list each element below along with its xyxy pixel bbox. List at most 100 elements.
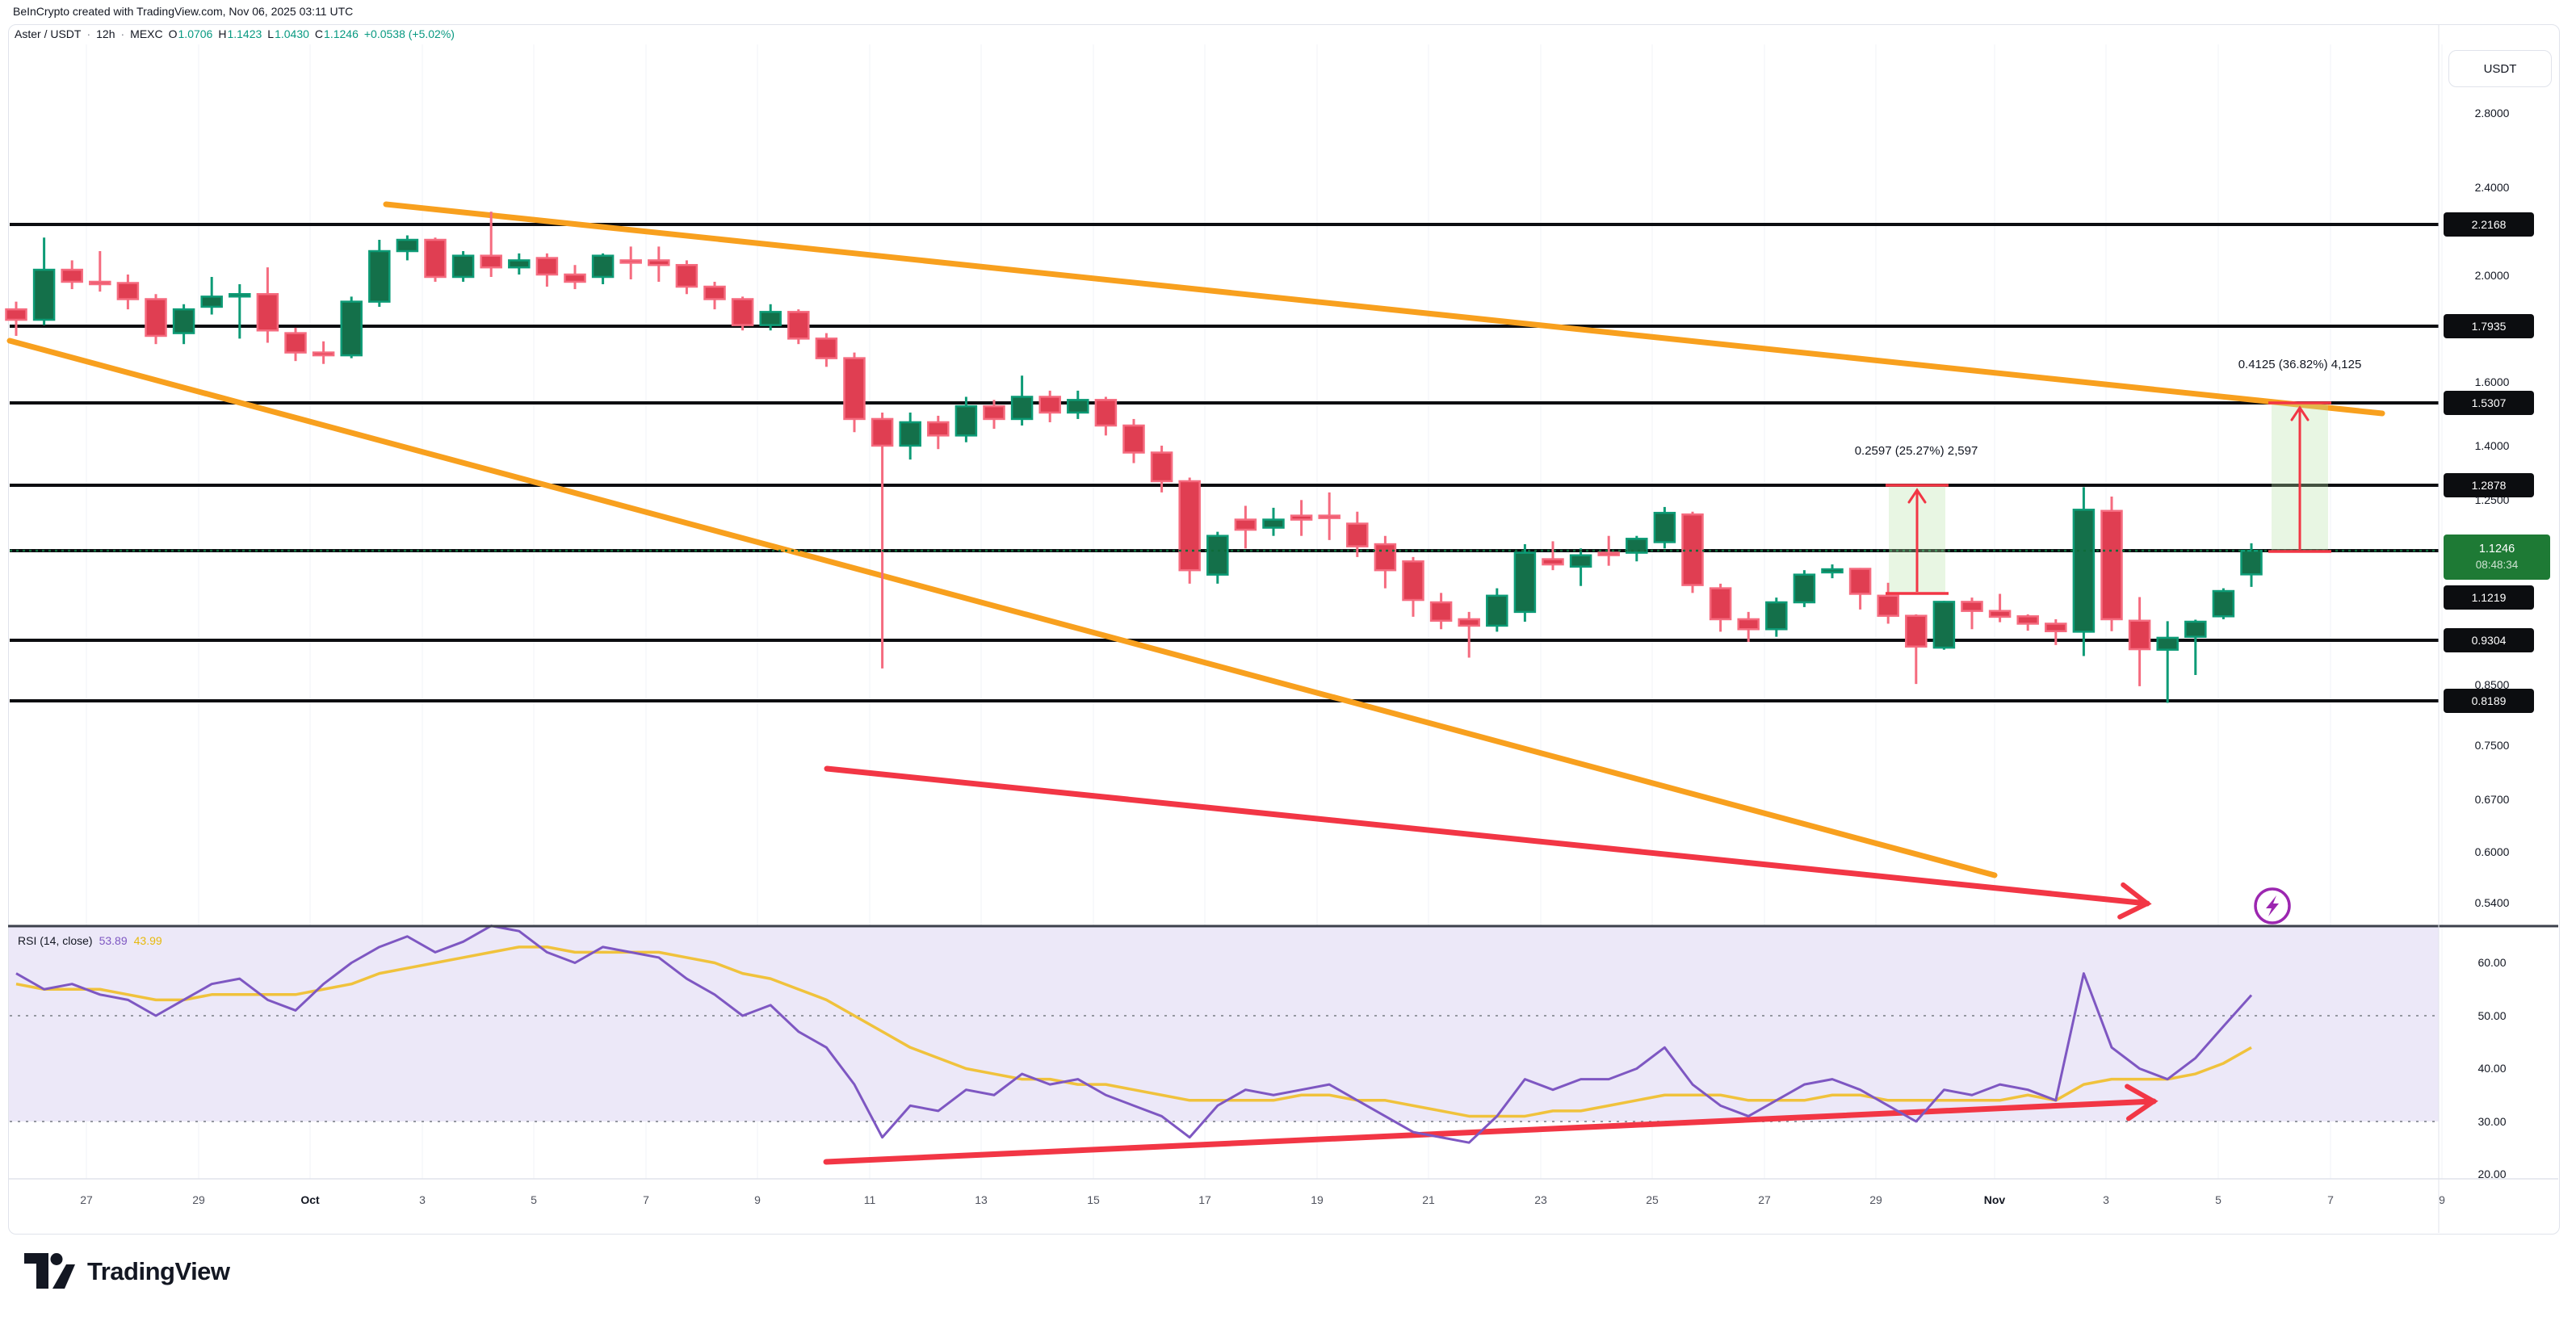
candle-body-up[interactable] bbox=[32, 268, 56, 321]
candle-body-up[interactable] bbox=[1793, 573, 1816, 604]
price-axis-tick[interactable]: 1.6000 bbox=[2474, 375, 2510, 388]
candle-body-down[interactable] bbox=[1542, 558, 1564, 566]
rsi-indicator-label[interactable]: RSI (14, close) 53.89 43.99 bbox=[18, 934, 162, 947]
candle-body-up[interactable] bbox=[340, 300, 363, 357]
candle-body-down[interactable] bbox=[1709, 587, 1732, 621]
time-axis-label[interactable]: 23 bbox=[1534, 1193, 1547, 1206]
candle-body-down[interactable] bbox=[1458, 618, 1480, 627]
time-axis-label[interactable]: 15 bbox=[1087, 1193, 1100, 1206]
candle-body-down[interactable] bbox=[2045, 623, 2067, 633]
candle-body-up[interactable] bbox=[200, 296, 223, 308]
candle-body-up[interactable] bbox=[172, 308, 195, 334]
candle-body-down[interactable] bbox=[1374, 543, 1397, 572]
time-axis-label[interactable]: 29 bbox=[192, 1193, 205, 1206]
candle-body-down[interactable] bbox=[703, 285, 726, 300]
candle-body-down[interactable] bbox=[312, 351, 335, 357]
symbol-name[interactable]: Aster / USDT bbox=[15, 27, 82, 40]
candle-body-up[interactable] bbox=[1262, 518, 1285, 529]
candle-body-up[interactable] bbox=[1765, 601, 1788, 631]
time-axis-label[interactable]: 9 bbox=[2439, 1193, 2445, 1206]
candle-body-down[interactable] bbox=[1402, 560, 1424, 602]
rsi-axis-tick[interactable]: 60.00 bbox=[2477, 956, 2507, 969]
currency-toggle-button[interactable]: USDT bbox=[2448, 50, 2552, 87]
candle-body-up[interactable] bbox=[1626, 538, 1648, 554]
time-axis-label[interactable]: 3 bbox=[419, 1193, 426, 1206]
candle-body-up[interactable] bbox=[2072, 509, 2096, 633]
lower-descending-support[interactable] bbox=[6, 337, 1998, 878]
candle-body-down[interactable] bbox=[927, 421, 950, 437]
candle-body-up[interactable] bbox=[451, 254, 475, 279]
candle-body-down[interactable] bbox=[675, 263, 699, 288]
candle-body-down[interactable] bbox=[1961, 601, 1983, 612]
candle-body-down[interactable] bbox=[116, 282, 140, 300]
candle-body-down[interactable] bbox=[256, 293, 279, 332]
rsi-axis-tick[interactable]: 50.00 bbox=[2477, 1009, 2507, 1022]
candle-body-up[interactable] bbox=[1486, 594, 1508, 627]
candle-body-down[interactable] bbox=[1318, 514, 1340, 519]
price-path-arrow[interactable] bbox=[824, 765, 2152, 920]
candle-body-up[interactable] bbox=[1010, 396, 1034, 421]
candle-body-up[interactable] bbox=[1206, 535, 1229, 576]
time-axis-label[interactable]: 5 bbox=[531, 1193, 537, 1206]
time-axis-label[interactable]: 25 bbox=[1646, 1193, 1659, 1206]
candle-body-up[interactable] bbox=[508, 259, 531, 269]
price-axis-tick[interactable]: 2.8000 bbox=[2474, 107, 2510, 119]
candle-body-down[interactable] bbox=[284, 332, 307, 354]
candle-body-up[interactable] bbox=[591, 254, 615, 279]
tradingview-logo[interactable]: TradingView bbox=[24, 1253, 230, 1290]
time-axis-label[interactable]: 27 bbox=[1758, 1193, 1771, 1206]
candle-body-down[interactable] bbox=[648, 259, 670, 266]
candle-body-down[interactable] bbox=[564, 273, 586, 283]
candle-body-down[interactable] bbox=[619, 259, 642, 264]
candle-body-down[interactable] bbox=[787, 311, 810, 340]
rsi-axis-tick[interactable]: 20.00 bbox=[2477, 1168, 2507, 1180]
candle-body-up[interactable] bbox=[1569, 554, 1592, 568]
price-axis-tick[interactable]: 2.0000 bbox=[2474, 269, 2510, 282]
candle-body-up[interactable] bbox=[1932, 601, 1956, 649]
candle-body-down[interactable] bbox=[1877, 594, 1899, 617]
candle-body-down[interactable] bbox=[1597, 551, 1620, 556]
candle-body-up[interactable] bbox=[1513, 551, 1537, 614]
candle-body-down[interactable] bbox=[145, 298, 167, 337]
time-axis-label[interactable]: 13 bbox=[975, 1193, 988, 1206]
candle-body-down[interactable] bbox=[815, 337, 838, 359]
time-axis-label[interactable]: 27 bbox=[80, 1193, 93, 1206]
candle-body-down[interactable] bbox=[1234, 518, 1257, 531]
rsi-divergence-arrow[interactable] bbox=[823, 1084, 2159, 1165]
time-axis-label[interactable]: 19 bbox=[1311, 1193, 1324, 1206]
candle-body-down[interactable] bbox=[2100, 509, 2123, 621]
candle-body-down[interactable] bbox=[871, 417, 894, 447]
candle-body-down[interactable] bbox=[1737, 618, 1760, 631]
rsi-axis-tick[interactable]: 30.00 bbox=[2477, 1115, 2507, 1128]
candle-body-up[interactable] bbox=[2212, 589, 2235, 618]
candle-body-down[interactable] bbox=[1122, 424, 1145, 454]
candle-body-down[interactable] bbox=[983, 405, 1005, 421]
rsi-axis-tick[interactable]: 40.00 bbox=[2477, 1062, 2507, 1075]
candle-body-up[interactable] bbox=[396, 238, 419, 253]
candle-body-down[interactable] bbox=[1178, 480, 1201, 572]
candle-body-down[interactable] bbox=[535, 257, 559, 276]
time-axis-label[interactable]: 7 bbox=[2327, 1193, 2334, 1206]
candle-body-up[interactable] bbox=[1653, 511, 1676, 543]
candle-body-down[interactable] bbox=[424, 238, 447, 279]
time-axis-label[interactable]: 29 bbox=[1869, 1193, 1882, 1206]
candle-body-up[interactable] bbox=[899, 421, 921, 447]
candle-body-up[interactable] bbox=[2240, 549, 2263, 576]
candle-body-down[interactable] bbox=[1038, 396, 1061, 414]
time-axis-label[interactable]: Oct bbox=[300, 1193, 320, 1206]
candle-body-down[interactable] bbox=[1848, 568, 1872, 595]
candle-body-down[interactable] bbox=[2128, 619, 2151, 651]
time-axis-label[interactable]: 5 bbox=[2215, 1193, 2221, 1206]
candle-body-down[interactable] bbox=[731, 298, 754, 326]
candle-body-down[interactable] bbox=[480, 254, 502, 269]
interval-label[interactable]: 12h bbox=[96, 27, 115, 40]
candle-body-down[interactable] bbox=[5, 308, 27, 321]
candle-body-down[interactable] bbox=[2016, 615, 2039, 625]
time-axis-label[interactable]: 17 bbox=[1198, 1193, 1211, 1206]
candle-body-up[interactable] bbox=[1821, 568, 1844, 574]
time-axis-label[interactable]: 7 bbox=[643, 1193, 649, 1206]
price-axis-tick[interactable]: 2.4000 bbox=[2474, 181, 2510, 194]
candle-body-down[interactable] bbox=[1094, 399, 1118, 427]
candle-body-up[interactable] bbox=[759, 311, 782, 326]
candle-body-down[interactable] bbox=[1681, 513, 1704, 586]
